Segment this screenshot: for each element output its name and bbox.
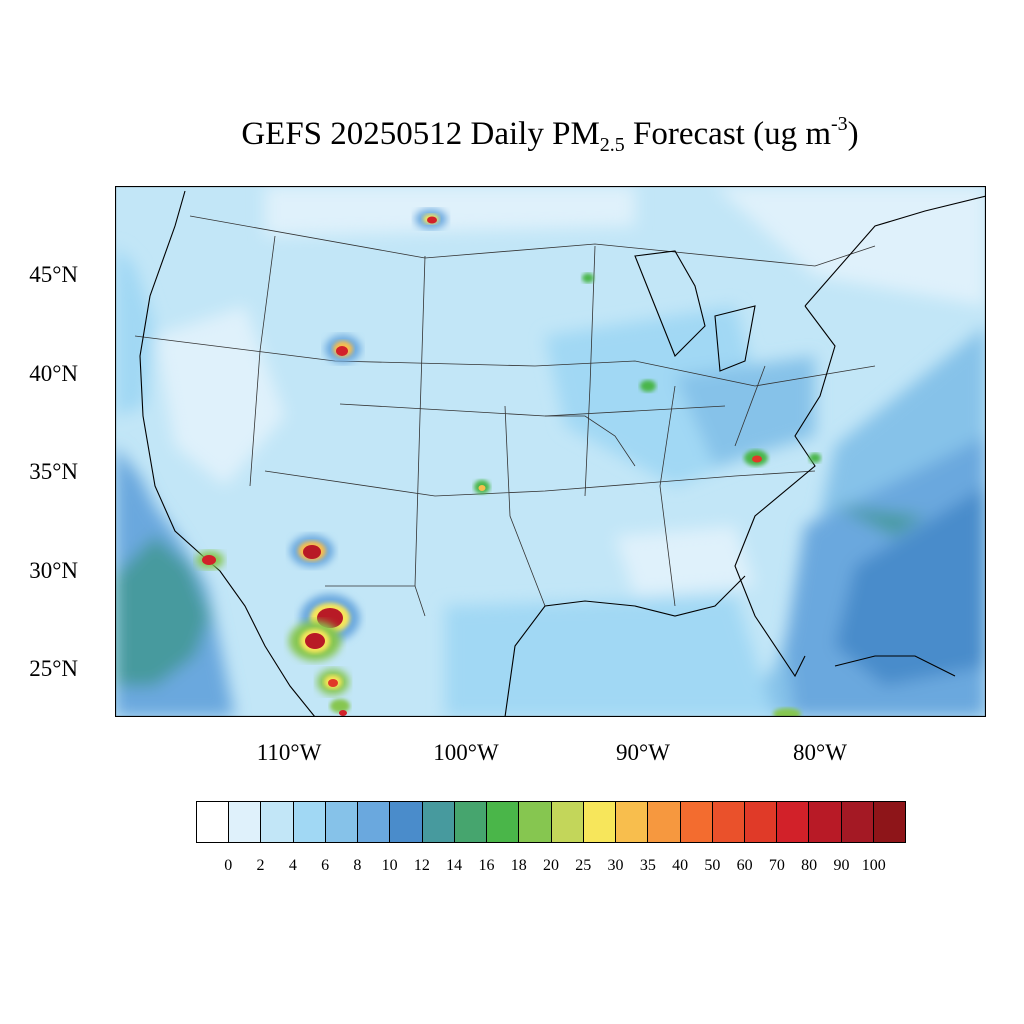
hotspot-cuba bbox=[773, 708, 801, 717]
hotspot-baja bbox=[196, 551, 224, 569]
colorbar-box bbox=[325, 802, 359, 842]
colorbar-box bbox=[583, 802, 617, 842]
hotspot-sinaloa bbox=[317, 669, 349, 695]
lon-label-80w: 80°W bbox=[793, 740, 847, 765]
colorbar-box bbox=[519, 802, 552, 842]
colorbar-label: 6 bbox=[321, 857, 330, 874]
colorbar-label: 50 bbox=[704, 857, 721, 874]
title-tail: Forecast (ug m bbox=[624, 116, 831, 152]
pm25-map bbox=[115, 186, 986, 717]
colorbar-box bbox=[229, 802, 262, 842]
hotspot-carolina bbox=[809, 453, 821, 463]
colorbar-label: 60 bbox=[736, 857, 753, 874]
colorbar-box bbox=[293, 802, 326, 842]
colorbar-box bbox=[197, 802, 230, 842]
lat-label-25n: 25°N bbox=[29, 656, 78, 681]
colorbar-box bbox=[487, 802, 520, 842]
hotspot-virginia bbox=[744, 450, 768, 466]
colorbar bbox=[196, 801, 906, 843]
colorbar-label: 12 bbox=[413, 857, 430, 874]
colorbar-box bbox=[422, 802, 455, 842]
map-border bbox=[115, 186, 986, 717]
colorbar-label: 100 bbox=[861, 857, 886, 874]
map-title: GEFS 20250512 Daily PM2.5 Forecast (ug m… bbox=[0, 112, 1024, 156]
hotspot-sonora-south bbox=[289, 621, 341, 661]
colorbar-box bbox=[809, 802, 842, 842]
colorbar-box bbox=[680, 802, 713, 842]
colorbar-label: 18 bbox=[510, 857, 527, 874]
colorbar-label: 2 bbox=[256, 857, 265, 874]
colorbar-box bbox=[648, 802, 681, 842]
smoke-plumes bbox=[196, 209, 821, 717]
colorbar-box bbox=[390, 802, 423, 842]
colorbar-label: 30 bbox=[607, 857, 624, 874]
colorbar-box bbox=[744, 802, 778, 842]
colorbar-label: 20 bbox=[543, 857, 559, 874]
title-main: GEFS 20250512 Daily PM bbox=[241, 116, 600, 152]
hotspot-arizona bbox=[290, 535, 334, 567]
hotspot-chicago bbox=[640, 380, 656, 392]
colorbar-box bbox=[841, 802, 874, 842]
colorbar-label: 14 bbox=[446, 857, 463, 874]
hotspot-wyoming bbox=[325, 335, 361, 363]
lat-label-45n: 45°N bbox=[29, 262, 78, 287]
colorbar-box bbox=[454, 802, 488, 842]
lat-label-40n: 40°N bbox=[29, 361, 78, 386]
lon-label-100w: 100°W bbox=[433, 740, 499, 765]
colorbar-label: 4 bbox=[288, 857, 297, 874]
colorbar-label: 90 bbox=[833, 857, 850, 874]
borders bbox=[134, 215, 876, 617]
title-close: ) bbox=[847, 116, 859, 152]
lat-label-35n: 35°N bbox=[29, 459, 78, 484]
colorbar-label: 8 bbox=[353, 857, 362, 874]
title-subscript: 2.5 bbox=[599, 134, 625, 156]
colorbar-box bbox=[261, 802, 294, 842]
colorbar-label: 80 bbox=[801, 857, 818, 874]
lon-label-90w: 90°W bbox=[616, 740, 670, 765]
colorbar-label: 16 bbox=[478, 857, 495, 874]
colorbar-box bbox=[616, 802, 649, 842]
field-layer bbox=[115, 186, 986, 717]
colorbar-box bbox=[777, 802, 810, 842]
colorbar-label: 25 bbox=[575, 857, 592, 874]
colorbar-label: 35 bbox=[639, 857, 656, 874]
colorbar-box bbox=[873, 802, 906, 842]
lon-label-110w: 110°W bbox=[256, 740, 322, 765]
colorbar-label: 70 bbox=[768, 857, 785, 874]
hotspot-north-dakota bbox=[415, 209, 447, 229]
colorbar-box bbox=[358, 802, 391, 842]
lat-label-30n: 30°N bbox=[29, 558, 78, 583]
title-superscript: -3 bbox=[831, 113, 848, 135]
hotspot-mexico-small bbox=[330, 699, 350, 716]
hotspot-minnesota bbox=[582, 273, 594, 283]
colorbar-box bbox=[712, 802, 745, 842]
colorbar-label: 40 bbox=[672, 857, 689, 874]
colorbar-label: 0 bbox=[224, 857, 233, 874]
hotspot-kansas bbox=[474, 480, 490, 494]
colorbar-label: 10 bbox=[381, 857, 398, 874]
colorbar-box bbox=[551, 802, 584, 842]
coastline bbox=[139, 190, 986, 717]
